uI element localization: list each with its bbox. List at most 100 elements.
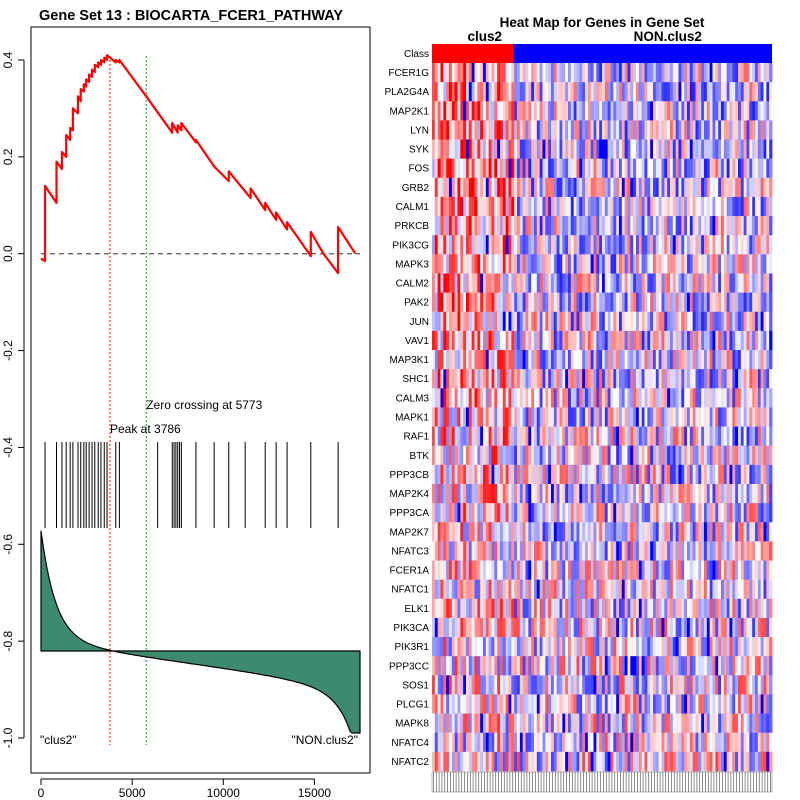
heatmap-cell: [636, 483, 640, 504]
heatmap-cell: [704, 139, 708, 160]
heatmap-cell: [460, 445, 464, 466]
heatmap-cell: [638, 560, 643, 581]
heatmap-cell: [434, 350, 439, 370]
heatmap-cell: [670, 407, 674, 427]
heatmap-cell: [596, 522, 600, 542]
heatmap-cell: [593, 541, 597, 561]
heatmap-cell: [763, 694, 767, 714]
heatmap-cell: [670, 732, 674, 753]
heatmap-cell: [763, 369, 767, 389]
heatmap-cell: [678, 369, 682, 389]
heatmap-cell: [531, 656, 535, 676]
heatmap-cell: [568, 579, 572, 600]
heatmap-cell: [556, 139, 560, 160]
heatmap-cell: [497, 292, 501, 313]
heatmap-cell: [630, 407, 634, 427]
heatmap-cell: [729, 196, 733, 217]
heatmap-cell: [687, 445, 691, 466]
heatmap-cell: [585, 598, 589, 619]
heatmap-cell: [559, 196, 563, 217]
heatmap-cell: [738, 216, 742, 236]
gene-label: MAP2K7: [390, 527, 430, 538]
heatmap-cell: [443, 101, 447, 121]
heatmap-cell: [545, 694, 549, 714]
heatmap-cell: [638, 139, 643, 160]
heatmap-cell: [619, 254, 623, 274]
heatmap-cell: [667, 254, 671, 274]
heatmap-cell: [451, 656, 456, 676]
heatmap-cell: [670, 541, 674, 561]
heatmap-cell: [650, 579, 654, 600]
heatmap-cell: [582, 139, 586, 160]
heatmap-cell: [627, 388, 631, 408]
heatmap-cell: [485, 139, 490, 160]
heatmap-cell: [763, 732, 767, 753]
heatmap-cell: [593, 751, 597, 772]
heatmap-cell: [514, 196, 518, 217]
heatmap-cell: [519, 82, 524, 102]
heatmap-cell: [440, 713, 444, 734]
heatmap-cell: [760, 579, 764, 600]
heatmap-cell: [738, 158, 742, 179]
heatmap-cell: [508, 637, 512, 657]
heatmap-cell: [766, 235, 770, 255]
heatmap-cell: [519, 63, 524, 83]
heatmap-cell: [704, 560, 708, 581]
heatmap-cell: [536, 311, 541, 332]
heatmap-cell: [446, 483, 450, 504]
heatmap-cell: [681, 637, 685, 657]
heatmap-cell: [451, 196, 456, 217]
heatmap-cell: [704, 637, 708, 657]
heatmap-cell: [556, 292, 560, 313]
heatmap-cell: [582, 273, 586, 294]
heatmap-cell: [687, 158, 691, 179]
heatmap-cell: [746, 101, 750, 121]
heatmap-cell: [480, 254, 484, 274]
heatmap-cell: [585, 216, 589, 236]
heatmap-cell: [542, 464, 546, 485]
heatmap-cell: [692, 426, 696, 447]
heatmap-cell: [579, 330, 583, 351]
heatmap-cell: [494, 369, 498, 389]
heatmap-cell: [701, 713, 705, 734]
heatmap-cell: [500, 483, 504, 504]
heatmap-cell: [755, 732, 759, 753]
heatmap-cell: [757, 522, 762, 542]
heatmap-cell: [585, 579, 589, 600]
heatmap-cell: [704, 617, 708, 638]
heatmap-cell: [505, 445, 509, 466]
heatmap-cell: [457, 330, 461, 351]
heatmap-cell: [480, 63, 484, 83]
heatmap-cell: [619, 388, 623, 408]
heatmap-cell: [755, 177, 759, 198]
heatmap-cell: [757, 63, 762, 83]
heatmap-cell: [534, 235, 538, 255]
heatmap-cell: [590, 82, 594, 102]
heatmap-cell: [474, 579, 478, 600]
heatmap-cell: [757, 617, 762, 638]
heatmap-cell: [607, 675, 611, 695]
heatmap-cell: [471, 254, 475, 274]
heatmap-cell: [587, 503, 592, 523]
heatmap-cell: [675, 63, 679, 83]
heatmap-cell: [735, 713, 739, 734]
heatmap-cell: [701, 560, 705, 581]
heatmap-cell: [488, 503, 492, 523]
heatmap-cell: [621, 560, 626, 581]
heatmap-cell: [570, 445, 575, 466]
heatmap-cell: [667, 350, 671, 370]
heatmap-cell: [638, 522, 643, 542]
heatmap-cell: [443, 598, 447, 619]
heatmap-cell: [613, 139, 617, 160]
heatmap-cell: [582, 751, 586, 772]
heatmap-cell: [565, 579, 569, 600]
heatmap-cell: [551, 82, 555, 102]
heatmap-cell: [602, 751, 606, 772]
heatmap-cell: [568, 369, 572, 389]
heatmap-cell: [485, 63, 490, 83]
heatmap-cell: [602, 407, 606, 427]
heatmap-cell: [466, 522, 470, 542]
heatmap-cell: [531, 82, 535, 102]
heatmap-cell: [740, 63, 745, 83]
heatmap-cell: [621, 158, 626, 179]
